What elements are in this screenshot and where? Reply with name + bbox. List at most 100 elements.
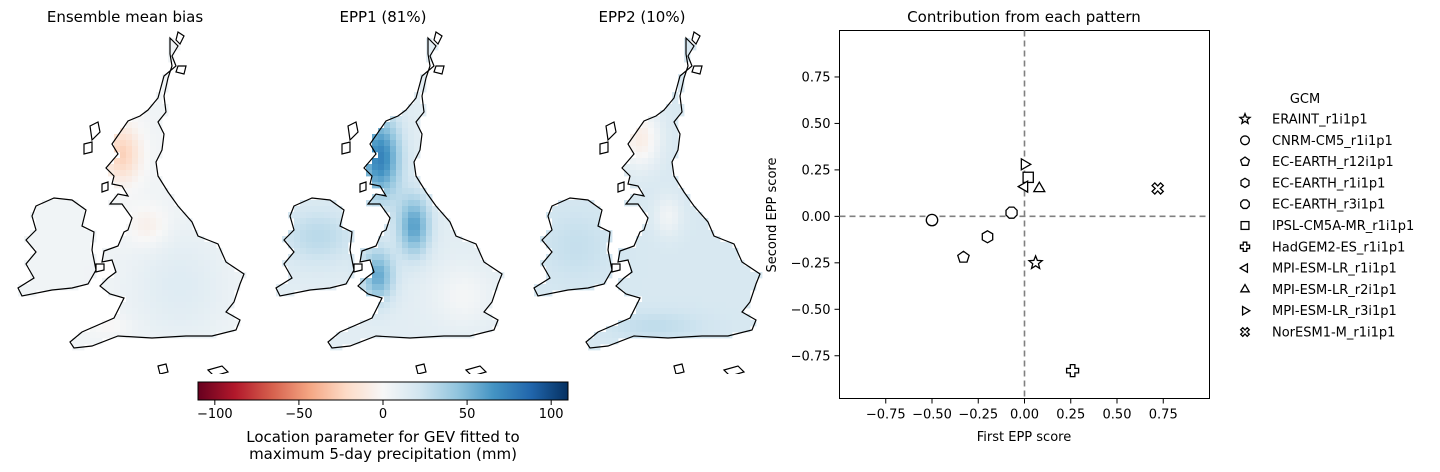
legend-marker-IPSL-CM5A-MR_r1i1p1	[1240, 220, 1250, 231]
x-tick-label: 0.25	[1056, 408, 1085, 423]
coastline-island	[157, 363, 169, 374]
coastline-island	[691, 65, 703, 75]
coastline-island	[347, 121, 359, 142]
coastline-great-britain	[327, 36, 503, 349]
coastline-island	[464, 365, 488, 374]
legend-label: ERAINT_r1i1p1	[1272, 113, 1368, 128]
legend-title: GCM	[1290, 92, 1320, 107]
coastline-island	[359, 181, 367, 193]
y-tick-label: −0.25	[791, 256, 831, 271]
point-MPI-ESM-LR_r2i1p1	[1032, 180, 1046, 193]
colorbar-ticks: −100 −50 0 50 100	[197, 400, 564, 422]
legend-marker-CNRM-CM5_r1i1p1	[1239, 135, 1251, 146]
scatter-points	[925, 157, 1165, 378]
legend-label: HadGEM2-ES_r1i1p1	[1272, 240, 1405, 255]
legend-label: EC-EARTH_r3i1p1	[1272, 198, 1385, 213]
coastline-ireland	[275, 197, 355, 297]
y-axis-label: Second EPP score	[765, 158, 780, 273]
point-HadGEM2-ES_r1i1p1	[1065, 363, 1080, 378]
coastline-island	[691, 31, 701, 46]
coastline-island	[605, 121, 617, 142]
legend-marker-MPI-ESM-LR_r1i1p1	[1238, 262, 1249, 274]
map-cells	[276, 38, 505, 351]
coastline-island	[206, 365, 230, 374]
point-MPI-ESM-LR_r3i1p1	[1020, 157, 1033, 171]
legend-marker-ERAINT_r1i1p1	[1238, 111, 1252, 125]
colorbar-tick-label: −100	[197, 407, 233, 422]
chart-title: Contribution from each pattern	[907, 8, 1141, 26]
map-epp1	[275, 31, 505, 374]
map-cells	[18, 38, 247, 351]
legend-marker-MPI-ESM-LR_r3i1p1	[1241, 305, 1252, 317]
colorbar-label: Location parameter for GEV fitted to max…	[246, 429, 519, 463]
legend-marker-EC-EARTH_r12i1p1	[1239, 156, 1251, 166]
y-axis-ticks: −0.75 −0.50 −0.25 0.00 0.25 0.50 0.75	[791, 70, 840, 364]
map-cells	[534, 38, 763, 351]
map-ensemble-mean-bias	[17, 31, 247, 374]
legend-label: NorESM1-M_r1i1p1	[1272, 326, 1395, 341]
point-MPI-ESM-LR_r1i1p1	[1016, 180, 1029, 194]
legend-marker-EC-EARTH_r3i1p1	[1240, 199, 1250, 210]
legend-label: EC-EARTH_r1i1p1	[1272, 176, 1385, 191]
x-tick-label: −0.50	[912, 408, 952, 423]
legend-label: EC-EARTH_r12i1p1	[1272, 155, 1394, 170]
y-tick-label: −0.75	[791, 349, 831, 364]
point-CNRM-CM5_r1i1p1	[925, 213, 939, 227]
x-axis-label: First EPP score	[977, 430, 1071, 445]
legend-marker-HadGEM2-ES_r1i1p1	[1239, 241, 1251, 253]
scatter-chart: Contribution from each pattern −0.75 −0.5…	[765, 8, 1414, 445]
y-tick-label: 0.50	[802, 117, 831, 132]
coastline-island	[599, 141, 609, 155]
coastline-island	[95, 263, 105, 273]
x-tick-label: 0.75	[1149, 408, 1178, 423]
colorbar-tick-label: −50	[285, 407, 312, 422]
coastline-island	[175, 31, 185, 46]
colorbar-tick-label: 0	[379, 407, 387, 422]
colorbar-gradient	[197, 381, 569, 401]
y-tick-label: −0.50	[791, 303, 831, 318]
coastline-ireland	[533, 197, 613, 297]
coastline-island	[673, 363, 685, 374]
colorbar-tick-label: 100	[539, 407, 564, 422]
x-tick-label: 0.00	[1010, 408, 1039, 423]
map-title-epp1: EPP1 (81%)	[339, 8, 427, 26]
legend-label: MPI-ESM-LR_r1i1p1	[1272, 262, 1397, 277]
coastline-island	[617, 181, 625, 193]
legend-label: MPI-ESM-LR_r2i1p1	[1272, 283, 1397, 298]
x-axis-ticks: −0.75 −0.50 −0.25 0.00 0.25 0.50 0.75	[866, 398, 1178, 423]
coastline-island	[722, 365, 746, 374]
coastline-island	[341, 141, 351, 155]
coastline-island	[415, 363, 427, 374]
point-ERAINT_r1i1p1	[1027, 254, 1044, 270]
coastline-island	[433, 31, 443, 46]
coastline-island	[611, 263, 621, 273]
colorbar-label-line1: Location parameter for GEV fitted to	[246, 428, 520, 446]
map-title-bias: Ensemble mean bias	[46, 8, 204, 26]
x-tick-label: −0.25	[958, 408, 998, 423]
point-EC-EARTH_r1i1p1	[981, 230, 994, 244]
y-tick-label: 0.00	[802, 210, 831, 225]
colorbar: −100 −50 0 50 100	[197, 381, 569, 422]
coastline-island	[175, 65, 187, 75]
legend-marker-EC-EARTH_r1i1p1	[1240, 177, 1250, 189]
colorbar-tick-label: 50	[459, 407, 476, 422]
coastline-island	[83, 141, 93, 155]
point-EC-EARTH_r12i1p1	[956, 250, 970, 263]
map-title-epp2: EPP2 (10%)	[598, 8, 686, 26]
colorbar-label-line2: maximum 5-day precipitation (mm)	[249, 445, 517, 463]
legend-marker-MPI-ESM-LR_r2i1p1	[1239, 283, 1251, 293]
coastline-island	[101, 181, 109, 193]
coastline-ireland	[17, 197, 97, 297]
x-tick-label: −0.75	[866, 408, 906, 423]
legend-label: IPSL-CM5A-MR_r1i1p1	[1272, 219, 1414, 234]
map-epp2	[533, 31, 763, 374]
x-tick-label: 0.50	[1103, 408, 1132, 423]
point-NorESM1-M_r1i1p1	[1151, 181, 1165, 196]
coastline-great-britain	[585, 36, 761, 349]
point-EC-EARTH_r3i1p1	[1005, 206, 1018, 219]
reference-lines	[839, 30, 1210, 399]
y-tick-label: 0.25	[802, 163, 831, 178]
coastline-great-britain	[69, 36, 245, 349]
legend-marker-NorESM1-M_r1i1p1	[1239, 326, 1251, 338]
legend: ERAINT_r1i1p1 CNRM-CM5_r1i1p1 EC-EARTH_r12…	[1238, 111, 1414, 341]
